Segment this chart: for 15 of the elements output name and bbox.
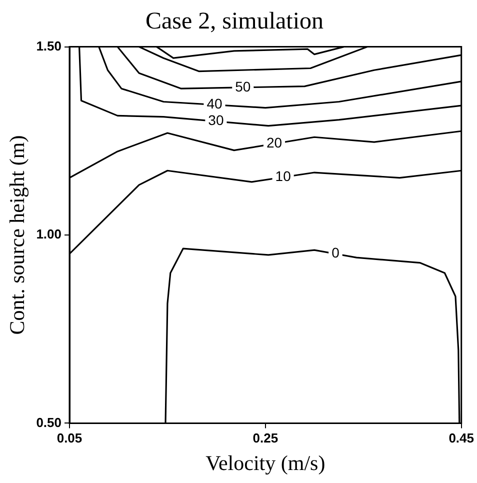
series-label: 30 <box>208 112 224 128</box>
y-tick-label: 1.00 <box>36 226 62 242</box>
series-label: 0 <box>332 244 340 261</box>
x-tick-label: 0.45 <box>448 430 474 446</box>
chart-title: Case 2, simulation <box>146 8 324 35</box>
series-label: 10 <box>275 168 292 184</box>
y-axis-title: Cont. source height (m) <box>5 135 30 335</box>
series-label: 50 <box>235 78 251 94</box>
x-axis-title: Velocity (m/s) <box>206 450 326 475</box>
series-label: 20 <box>266 134 282 151</box>
x-tick-label: 0.05 <box>56 430 82 446</box>
y-tick-label: 1.50 <box>36 38 62 54</box>
x-tick-label: 0.25 <box>252 430 278 446</box>
series-label: 40 <box>206 96 222 112</box>
y-tick-label: 0.50 <box>36 414 62 430</box>
